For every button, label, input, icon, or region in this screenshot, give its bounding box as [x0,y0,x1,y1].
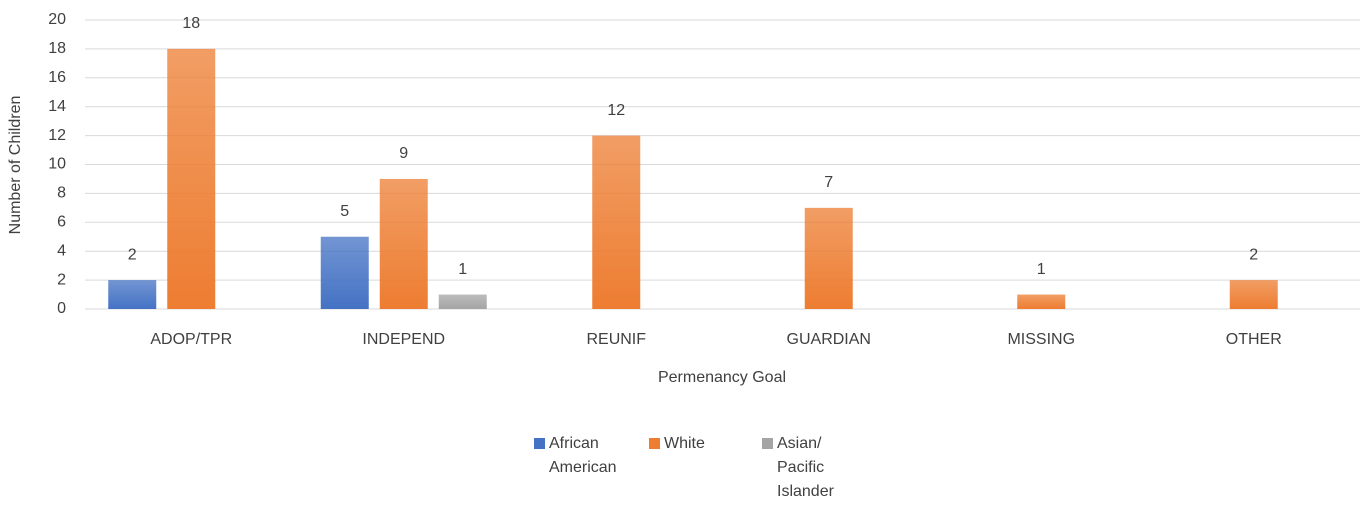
data-label: 2 [1249,246,1258,263]
x-tick-label: OTHER [1226,331,1282,348]
data-label: 1 [458,261,467,278]
bar [592,135,641,309]
legend-swatch [534,438,545,449]
bar [167,48,216,310]
bar [1017,294,1066,309]
y-tick-label: 16 [48,69,66,86]
y-tick-label: 14 [48,98,66,115]
data-label: 5 [340,203,349,220]
legend: African American White Asian/ Pacific Isla… [534,432,877,504]
y-tick-label: 2 [57,271,66,288]
data-label: 12 [607,102,625,119]
bar [804,207,853,309]
bar [1229,280,1278,309]
y-tick-label: 0 [57,300,66,317]
legend-item: White [649,432,754,504]
x-axis-title: Permenancy Goal [658,369,786,386]
data-label: 7 [824,174,833,191]
y-axis-title: Number of Children [7,96,24,235]
y-tick-label: 20 [48,11,66,28]
legend-label: African American [549,435,617,476]
legend-label: White [664,435,705,452]
y-tick-label: 4 [57,242,66,259]
bar [108,280,157,309]
x-tick-label: REUNIF [586,331,646,348]
data-label: 18 [182,15,200,32]
legend-item: Asian/ Pacific Islander [762,432,869,504]
data-label: 2 [128,246,137,263]
bar [320,236,369,309]
x-tick-label: ADOP/TPR [150,331,232,348]
y-tick-label: 18 [48,40,66,57]
data-label: 1 [1037,261,1046,278]
legend-swatch [649,438,660,449]
bar [379,178,428,309]
data-label: 9 [399,145,408,162]
legend-item: African American [534,432,641,504]
x-tick-label: INDEPEND [362,331,445,348]
legend-swatch [762,438,773,449]
y-tick-label: 8 [57,185,66,202]
y-tick-label: 12 [48,127,66,144]
legend-label: Asian/ Pacific Islander [777,435,834,500]
y-tick-label: 10 [48,156,66,173]
x-tick-label: MISSING [1007,331,1075,348]
bar [438,294,487,309]
y-tick-label: 6 [57,214,66,231]
x-tick-label: GUARDIAN [787,331,871,348]
